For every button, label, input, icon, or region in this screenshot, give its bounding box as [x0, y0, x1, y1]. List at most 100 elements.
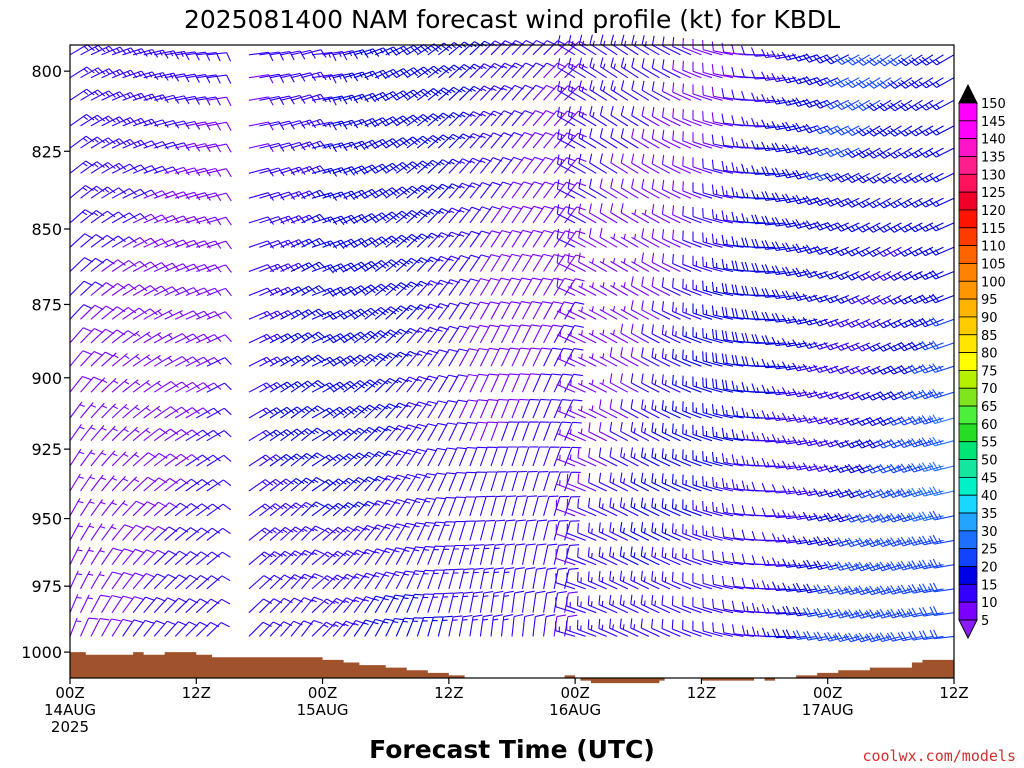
wind-barb-stroke	[185, 621, 209, 637]
wind-barb-stroke	[640, 618, 660, 637]
wind-barb-stroke	[406, 184, 431, 199]
wind-barb-stroke	[918, 415, 944, 425]
wind-barb-stroke	[711, 281, 734, 297]
wind-barb-stroke	[511, 613, 524, 637]
wind-barb	[620, 128, 639, 149]
wind-barb-stroke	[395, 594, 415, 613]
wind-barb	[532, 40, 556, 56]
wind-barb	[823, 197, 850, 207]
wind-barb-stroke	[437, 447, 457, 467]
plot-frame	[69, 44, 955, 679]
wind-barb	[259, 407, 285, 419]
wind-barb	[692, 207, 713, 224]
wind-barb	[886, 561, 913, 571]
wind-barb	[311, 575, 336, 590]
wind-barb-stroke	[374, 547, 396, 566]
wind-barb-stroke	[641, 276, 660, 296]
wind-barb-stroke	[122, 548, 145, 566]
wind-barb	[259, 478, 284, 492]
wind-barb-stroke	[532, 446, 549, 467]
colorbar-label: 90	[981, 311, 998, 326]
wind-barb-stroke	[577, 523, 597, 541]
wind-barb	[887, 147, 913, 159]
wind-barb-stroke	[111, 212, 137, 224]
wind-barb-stroke	[813, 124, 839, 135]
wind-barb-stroke	[416, 472, 437, 492]
wind-barb-stroke	[865, 222, 892, 233]
wind-barb-stroke	[834, 222, 860, 232]
wind-barb-stroke	[353, 426, 378, 442]
wind-barb-stroke	[132, 596, 155, 614]
wind-barb	[844, 271, 871, 281]
wind-barb-stroke	[692, 450, 713, 467]
wind-barb	[374, 425, 398, 442]
wind-barb	[577, 473, 597, 492]
wind-barb	[918, 341, 944, 351]
wind-barb	[844, 537, 870, 548]
wind-barb-stroke	[501, 131, 524, 149]
wind-barb-stroke	[479, 421, 498, 441]
wind-barb	[564, 373, 583, 393]
wind-barb-stroke	[511, 205, 533, 224]
wind-barb-stroke	[671, 325, 692, 344]
wind-barb-stroke	[406, 448, 428, 467]
wind-barb-stroke	[248, 192, 274, 201]
wind-barb-stroke	[692, 376, 713, 393]
wind-barb	[448, 206, 471, 224]
wind-barb	[501, 301, 521, 320]
wind-barb-stroke	[69, 44, 95, 56]
wind-barb-stroke	[589, 153, 607, 174]
wind-barb-stroke	[164, 120, 190, 130]
wind-barb	[101, 187, 127, 199]
wind-barb	[490, 543, 505, 565]
wind-barb-stroke	[620, 153, 639, 174]
wind-barb-stroke	[153, 620, 177, 637]
wind-barb	[448, 544, 465, 565]
wind-barb-stroke	[343, 525, 367, 541]
wind-barb-stroke	[651, 252, 671, 272]
wind-barb	[907, 487, 934, 498]
wind-barb	[588, 447, 607, 467]
wind-barb	[771, 50, 797, 60]
wind-barb-stroke	[80, 498, 95, 517]
wind-barb-stroke	[702, 111, 723, 127]
wind-barb-stroke	[374, 571, 396, 590]
wind-barb-stroke	[865, 464, 892, 474]
wind-barb	[132, 619, 155, 637]
wind-barb-stroke	[792, 535, 818, 545]
wind-barb-stroke	[395, 401, 418, 419]
wind-barb-stroke	[301, 525, 325, 541]
x-tick-label: 15AUG	[297, 701, 349, 719]
wind-barb	[406, 135, 431, 149]
wind-barb-stroke	[834, 54, 860, 65]
wind-barb-stroke	[619, 497, 639, 517]
wind-barb	[589, 80, 607, 101]
wind-barb	[416, 497, 436, 517]
wind-barb-stroke	[522, 347, 541, 367]
wind-barb-stroke	[897, 416, 923, 426]
wind-barb-stroke	[301, 189, 327, 199]
wind-barb-stroke	[589, 105, 607, 127]
wind-barb	[855, 488, 881, 499]
wind-barb-stroke	[781, 266, 807, 277]
colorbar-segment	[958, 298, 978, 318]
wind-barb-stroke	[164, 333, 190, 344]
wind-barb	[711, 426, 734, 442]
wind-barb-stroke	[823, 147, 850, 157]
wind-barb-stroke	[521, 398, 540, 419]
wind-barb	[185, 240, 211, 249]
wind-barb	[374, 547, 396, 566]
wind-barb	[343, 354, 369, 367]
wind-barb	[385, 547, 406, 565]
wind-barb	[132, 596, 155, 614]
wind-barb-stroke	[416, 184, 441, 199]
wind-barb	[661, 473, 681, 492]
wind-barb	[721, 234, 744, 248]
wind-barb-stroke	[522, 131, 545, 149]
wind-barb	[671, 547, 692, 566]
wind-barb-stroke	[490, 373, 509, 393]
wind-barb-stroke	[90, 328, 115, 344]
wind-barb	[416, 349, 439, 367]
wind-barb	[427, 302, 450, 320]
